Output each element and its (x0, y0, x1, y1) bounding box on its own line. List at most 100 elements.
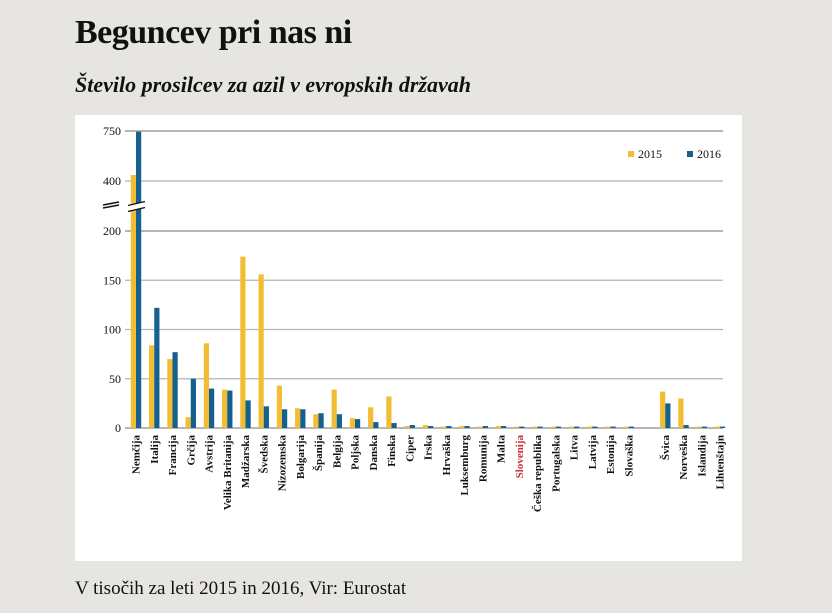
page-subtitle: Število prosilcev za azil v evropskih dr… (75, 72, 471, 97)
x-tick-label: Ciper (404, 435, 416, 462)
bar-2015-4 (203, 343, 209, 428)
y-tick-label: 200 (103, 224, 121, 238)
bar-2016-25 (592, 426, 598, 428)
x-tick-label: Danska (368, 435, 380, 471)
bar-2015-19 (477, 426, 483, 428)
x-tick-label: Nemčija (131, 435, 143, 475)
bar-2015-16 (422, 425, 428, 428)
bar-2016-9 (300, 409, 306, 428)
bar-2015-12 (349, 418, 355, 428)
bar-2015-3 (185, 417, 191, 428)
bar-2016-6 (245, 400, 251, 428)
bar-2016-21 (519, 426, 525, 428)
bar-2016-20 (501, 426, 507, 428)
legend-swatch-2015 (628, 151, 634, 157)
x-tick-label: Luksemburg (459, 435, 471, 496)
x-tick-label: Litva (569, 435, 581, 461)
bar-2016-1 (154, 307, 160, 428)
bar-2015-21 (514, 426, 520, 428)
bar-2015-27 (623, 426, 629, 428)
x-tick-label: Velika Britanija (222, 435, 234, 511)
bar-2016-18 (464, 426, 470, 428)
bar-2016-8 (282, 409, 288, 428)
bar-2015-28 (660, 391, 666, 428)
x-tick-label: Norveška (678, 435, 690, 480)
y-tick-label: 150 (103, 273, 121, 287)
x-tick-label: Avstrija (204, 435, 216, 473)
y-tick-label: 400 (103, 174, 121, 188)
bar-2016-29 (683, 425, 689, 428)
legend-swatch-2016 (687, 151, 693, 157)
bar-2016-30 (701, 426, 707, 428)
bar-2016-31 (720, 426, 726, 428)
bar-2016-19 (482, 426, 488, 428)
x-tick-label: Slovaška (623, 435, 635, 477)
bar-2016-12 (355, 419, 361, 428)
legend-label-2016: 2016 (697, 147, 721, 161)
x-tick-label: Madžarska (240, 435, 252, 489)
bar-2016-14 (391, 423, 397, 428)
x-tick-label: Švica (659, 435, 672, 461)
bar-2016-23 (555, 426, 561, 428)
bar-2015-25 (587, 426, 593, 428)
bar-2015-0 (130, 175, 136, 428)
bar-2016-3 (190, 378, 196, 428)
bar-2015-30 (696, 426, 702, 428)
bar-chart: 0 50 100 150 200 400 750 Nemčija Italija Francija… (102, 124, 727, 513)
chart-panel: 0 50 100 150 200 400 750 Nemčija Italija Francija… (75, 115, 742, 561)
x-tick-label: Bolgarija (295, 435, 307, 479)
axis-break-icon (102, 201, 120, 209)
x-tick-label: Finska (386, 435, 398, 467)
x-tick-label: Francija (167, 435, 179, 476)
bar-2015-10 (313, 414, 319, 428)
x-tick-label: Poljska (350, 435, 362, 470)
bar-2015-29 (678, 398, 684, 428)
y-tick-label: 0 (115, 421, 121, 435)
bar-2015-1 (149, 345, 155, 428)
bar-2015-18 (459, 426, 465, 428)
x-tick-label: Estonija (605, 435, 617, 475)
bar-2016-27 (628, 426, 634, 428)
bar-2016-15 (409, 425, 415, 428)
bar-2016-26 (610, 426, 616, 428)
bar-2016-11 (336, 414, 342, 428)
bar-2015-8 (276, 385, 282, 428)
x-tick-label: Hrvaška (441, 435, 453, 476)
x-tick-label: Islandija (696, 435, 708, 477)
x-tick-label: Španija (312, 435, 325, 472)
bar-2016-2 (172, 352, 178, 428)
bar-2015-15 (404, 426, 410, 428)
x-tick-label: Malta (496, 435, 508, 464)
x-tick-label: Italija (149, 435, 161, 464)
legend-label-2015: 2015 (638, 147, 662, 161)
page-title: Beguncev pri nas ni (75, 14, 352, 51)
x-tick-label: Romunija (477, 435, 489, 483)
x-tick-label: Belgija (331, 435, 343, 468)
y-tick-label: 50 (109, 372, 121, 386)
x-tick-label: Slovenija (514, 435, 526, 479)
bar-2015-31 (714, 426, 720, 428)
x-tick-label: Irska (423, 435, 435, 461)
bar-2015-9 (295, 408, 301, 428)
bar-2016-4 (209, 388, 215, 428)
bar-2015-7 (258, 274, 264, 428)
bar-2016-24 (574, 426, 580, 428)
bar-2016-5 (227, 390, 233, 428)
x-tick-label: Švedska (257, 435, 270, 474)
x-tick-label: Nizozemska (277, 435, 289, 492)
bar-2016-16 (428, 426, 434, 428)
y-tick-label: 750 (103, 124, 121, 138)
bar-2015-23 (550, 426, 556, 428)
bar-2016-17 (446, 426, 452, 428)
bar-2016-10 (318, 413, 324, 428)
bar-2015-24 (568, 426, 574, 428)
bar-2016-28 (665, 403, 671, 428)
bar-2015-2 (167, 359, 173, 428)
bar-2016-0 (136, 131, 142, 428)
bar-2015-20 (495, 426, 501, 428)
x-tick-label: Češka republika (531, 435, 544, 513)
bar-2015-22 (532, 426, 538, 428)
bar-2016-7 (263, 406, 269, 428)
bar-2015-5 (222, 389, 228, 428)
x-tick-label: Portugalska (550, 435, 562, 492)
